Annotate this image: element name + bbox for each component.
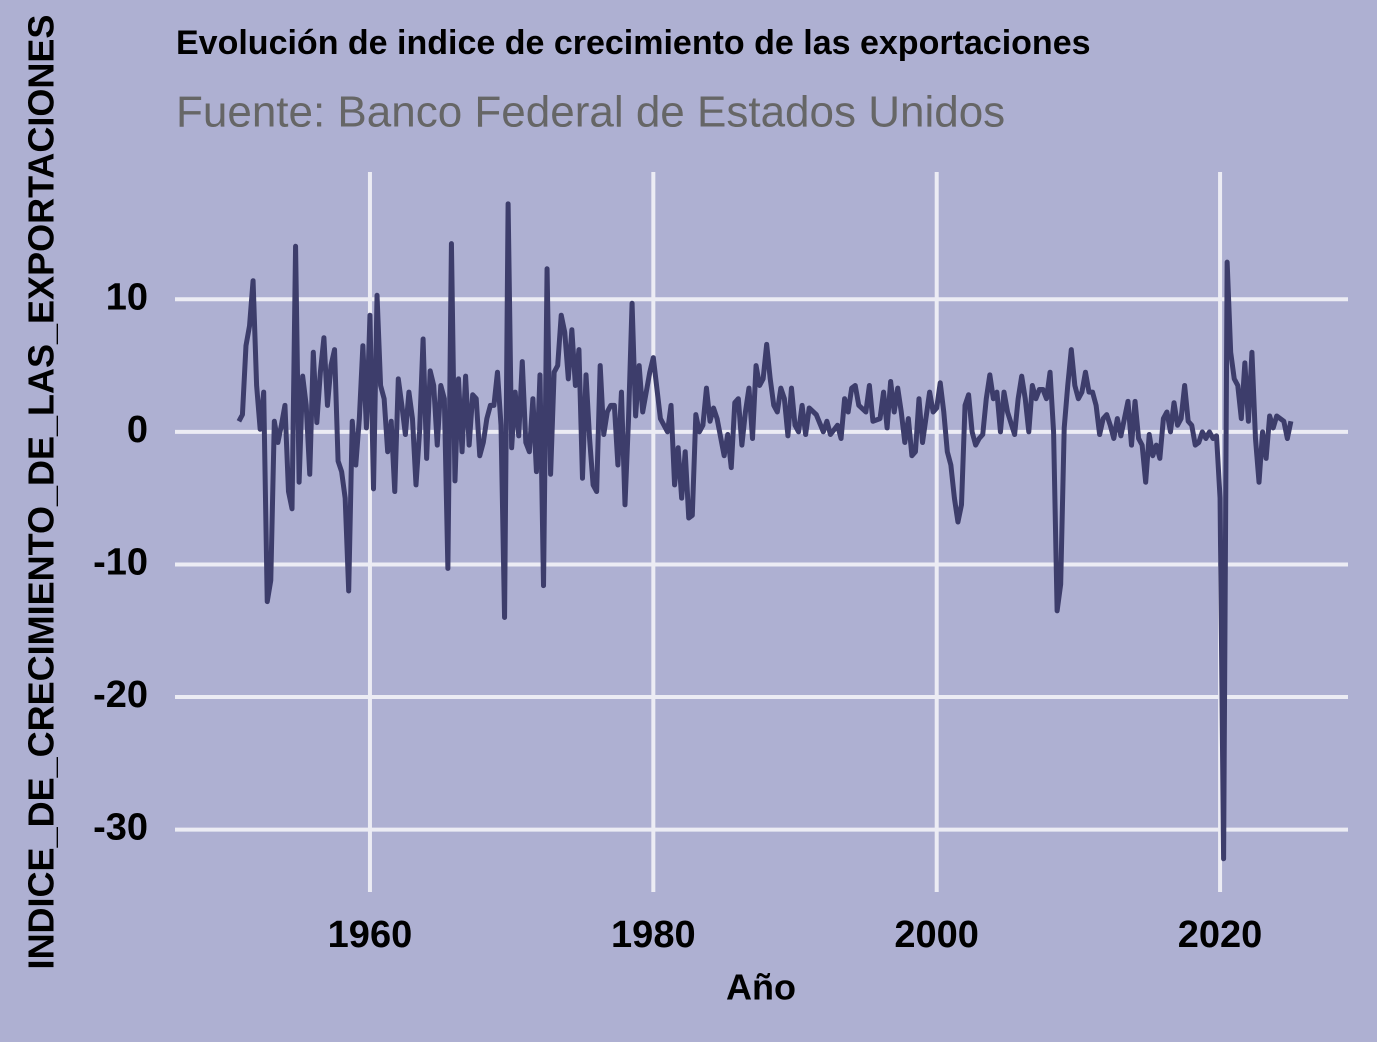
x-tick-label: 2000 bbox=[894, 914, 979, 956]
x-tick-label: 1980 bbox=[611, 914, 696, 956]
y-tick-label: -20 bbox=[93, 674, 148, 716]
y-tick-label: 10 bbox=[106, 276, 148, 318]
data-line bbox=[236, 201, 1294, 862]
x-tick-label: 2020 bbox=[1178, 914, 1263, 956]
x-axis-label: Año bbox=[726, 967, 796, 1008]
y-tick-label: -10 bbox=[93, 541, 148, 583]
x-tick-label: 1960 bbox=[328, 914, 413, 956]
y-axis-label: INDICE_DE_CRECIMIENTO_DE_LAS_EXPORTACION… bbox=[21, 15, 62, 970]
y-tick-label: -30 bbox=[93, 807, 148, 849]
chart-subtitle: Fuente: Banco Federal de Estados Unidos bbox=[176, 88, 1005, 137]
y-tick-label: 0 bbox=[127, 409, 148, 451]
chart-title: Evolución de indice de crecimiento de la… bbox=[176, 24, 1091, 62]
